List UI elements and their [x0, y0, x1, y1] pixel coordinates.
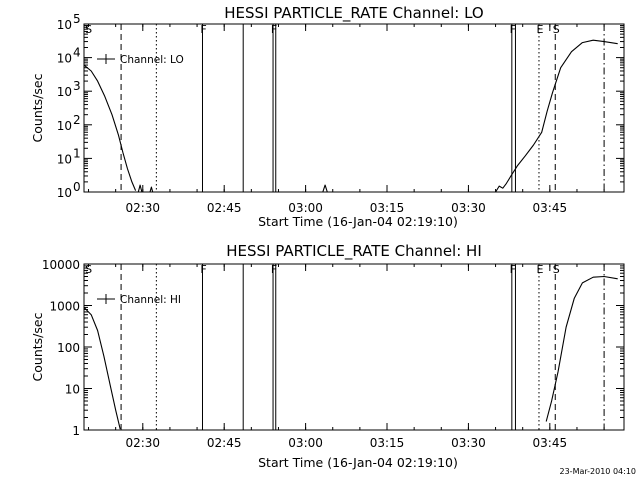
chart-0-series-line: [137, 184, 143, 193]
chart-0-marker-label: S: [85, 23, 92, 36]
chart-1-ytick-label: 10000: [42, 258, 80, 272]
chart-0-ytick-exponent: 3: [73, 79, 81, 93]
chart-0-ytick-label: 10: [57, 18, 72, 32]
chart-0-ytick-exponent: 2: [73, 113, 81, 127]
chart-0-title: HESSI PARTICLE_RATE Channel: LO: [224, 4, 483, 23]
chart-0-xtick-label: 02:45: [207, 201, 242, 215]
chart-0-xtick-label: 03:30: [451, 201, 486, 215]
chart-0-ytick-exponent: 1: [73, 146, 81, 160]
chart-1-ytick-label: 1: [72, 424, 80, 438]
chart-0-ytick-exponent: 0: [73, 180, 81, 194]
chart-1-marker-label: E: [536, 263, 543, 276]
chart-1-xtick-label: 03:45: [533, 436, 568, 450]
chart-0-xtick-label: 03:00: [288, 201, 323, 215]
chart-1-marker-label: S: [553, 263, 560, 276]
chart-0-ytick-exponent: 4: [73, 46, 81, 60]
chart-0-series-line: [322, 184, 328, 193]
chart-1-legend-label: Channel: HI: [120, 294, 181, 306]
chart-0-legend-label: Channel: LO: [120, 54, 184, 66]
chart-0-ytick-label: 10: [57, 152, 72, 166]
chart-0-ylabel: Counts/sec: [30, 73, 45, 142]
chart-1-xtick-label: 02:30: [125, 436, 160, 450]
chart-0-ytick-label: 10: [57, 52, 72, 66]
chart-0-ytick-label: 10: [57, 85, 72, 99]
chart-1-group: HESSI PARTICLE_RATE Channel: HI 02:30 02:4…: [30, 242, 625, 470]
chart-0-marker-label: E: [536, 23, 543, 36]
chart-1-ytick-label: 10: [65, 383, 80, 397]
chart-1-marker-label: F: [200, 263, 206, 276]
chart-1-xlabel: Start Time (16-Jan-04 02:19:10): [258, 455, 458, 470]
chart-0-series-line: [83, 64, 137, 191]
chart-1-xtick-label: 03:30: [451, 436, 486, 450]
chart-0-frame: [83, 23, 625, 193]
chart-1-xtick-label: 02:45: [207, 436, 242, 450]
chart-1-xtick-label: 03:15: [370, 436, 405, 450]
chart-0-ytick-exponent: 5: [73, 12, 81, 26]
chart-1-marker-label: F: [510, 263, 516, 276]
timestamp-stamp: 23-Mar-2010 04:10: [560, 467, 637, 476]
chart-0-xlabel: Start Time (16-Jan-04 02:19:10): [258, 214, 458, 229]
chart-0-ytick-label: 10: [57, 186, 72, 200]
chart-0-ytick-label: 10: [57, 119, 72, 133]
chart-1-marker-label: S: [85, 263, 92, 276]
chart-0-xtick-label: 03:15: [370, 201, 405, 215]
chart-1-ytick-label: 1000: [49, 300, 80, 314]
chart-1-marker-label: F: [271, 263, 277, 276]
chart-1-ylabel: Counts/sec: [30, 312, 45, 381]
chart-1-frame: [83, 263, 625, 431]
chart-0-group: HESSI PARTICLE_RATE Channel: LO 02:30 02:4…: [30, 4, 625, 229]
chart-1-xtick-label: 03:00: [288, 436, 323, 450]
chart-0-series-line: [495, 39, 618, 193]
chart-0-xtick-label: 02:30: [125, 201, 160, 215]
chart-0-marker-label: F: [271, 23, 277, 36]
chart-1-ytick-label: 100: [57, 341, 80, 355]
chart-0-marker-label: S: [553, 23, 560, 36]
chart-0-xtick-label: 03:45: [533, 201, 568, 215]
chart-0-series-line: [149, 186, 154, 193]
chart-0-marker-label: F: [200, 23, 206, 36]
chart-1-series-line: [83, 307, 121, 430]
chart-0-marker-label: F: [510, 23, 516, 36]
chart-1-title: HESSI PARTICLE_RATE Channel: HI: [226, 242, 482, 261]
chart-1-series-line: [545, 275, 618, 422]
